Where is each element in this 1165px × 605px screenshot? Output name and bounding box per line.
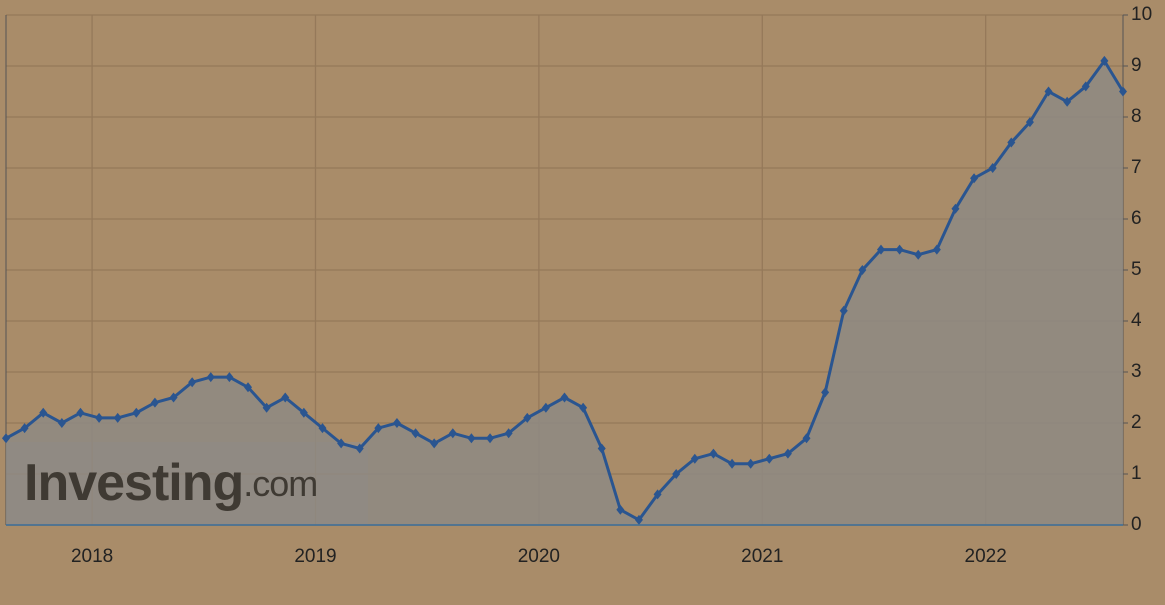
- marker: [1044, 86, 1053, 97]
- marker: [57, 418, 66, 428]
- marker: [206, 372, 215, 383]
- y-tick-label: 4: [1131, 310, 1142, 331]
- marker: [1119, 86, 1127, 97]
- x-tick-label: 2019: [294, 546, 336, 567]
- x-tick-label: 2022: [965, 546, 1007, 567]
- y-tick-label: 8: [1131, 106, 1142, 127]
- area: [6, 60, 1123, 526]
- y-tick-label: 7: [1131, 157, 1142, 178]
- marker: [541, 402, 550, 413]
- marker: [597, 443, 606, 454]
- marker: [281, 392, 290, 403]
- marker: [318, 423, 327, 434]
- marker: [690, 453, 699, 464]
- marker: [634, 514, 643, 525]
- marker: [448, 428, 457, 439]
- marker: [374, 423, 383, 434]
- marker: [951, 203, 960, 214]
- y-tick-label: 3: [1131, 361, 1142, 382]
- marker: [39, 407, 48, 418]
- marker: [672, 469, 681, 479]
- marker: [914, 249, 923, 260]
- marker: [709, 448, 718, 459]
- marker: [895, 244, 904, 255]
- marker: [1100, 55, 1109, 66]
- marker: [858, 265, 867, 275]
- marker: [821, 387, 830, 398]
- marker: [337, 438, 346, 449]
- marker: [970, 173, 979, 184]
- marker: [728, 458, 737, 469]
- watermark-suffix: .com: [243, 463, 317, 504]
- marker: [486, 433, 495, 444]
- marker: [504, 428, 513, 439]
- marker: [653, 489, 662, 500]
- y-tick-label: 10: [1131, 4, 1152, 25]
- marker: [1063, 96, 1072, 107]
- marker: [244, 382, 253, 393]
- marker: [225, 372, 234, 383]
- watermark: Investing.com: [24, 454, 317, 512]
- marker: [113, 412, 122, 423]
- marker: [802, 433, 811, 444]
- marker: [783, 448, 792, 459]
- marker: [95, 412, 104, 423]
- marker: [988, 163, 997, 173]
- x-tick-label: 2020: [518, 546, 560, 567]
- marker: [560, 392, 569, 403]
- marker: [523, 412, 532, 423]
- marker: [876, 244, 885, 255]
- y-tick-label: 1: [1131, 463, 1142, 484]
- marker: [150, 397, 159, 408]
- y-tick-label: 6: [1131, 208, 1142, 229]
- marker: [411, 428, 420, 439]
- marker: [746, 458, 755, 469]
- y-tick-label: 2: [1131, 412, 1142, 433]
- marker: [932, 244, 941, 255]
- plot: 0 1 2 3 4 5 6 7 8 9 10 2018 2019 2020 2021 2022: [2, 4, 1152, 567]
- marker: [2, 433, 10, 444]
- watermark-brand: Investing: [24, 454, 243, 512]
- marker: [616, 504, 625, 515]
- marker: [467, 433, 476, 444]
- y-tick-label: 9: [1131, 55, 1142, 76]
- marker: [76, 407, 85, 418]
- y-tick-label: 0: [1131, 514, 1142, 535]
- marker: [132, 407, 141, 418]
- x-tick-label: 2018: [71, 546, 113, 567]
- marker: [169, 392, 178, 403]
- marker: [355, 443, 364, 454]
- marker: [430, 438, 439, 449]
- marker: [579, 402, 588, 413]
- y-tick-label: 5: [1131, 259, 1142, 280]
- marker: [299, 407, 308, 418]
- marker: [1025, 117, 1034, 128]
- marker: [392, 418, 401, 428]
- marker: [839, 305, 848, 316]
- marker: [1007, 137, 1016, 148]
- marker: [765, 453, 774, 464]
- x-tick-label: 2021: [741, 546, 783, 567]
- marker: [1081, 81, 1090, 92]
- marker: [262, 402, 271, 413]
- marker: [188, 377, 197, 388]
- marker: [20, 423, 29, 434]
